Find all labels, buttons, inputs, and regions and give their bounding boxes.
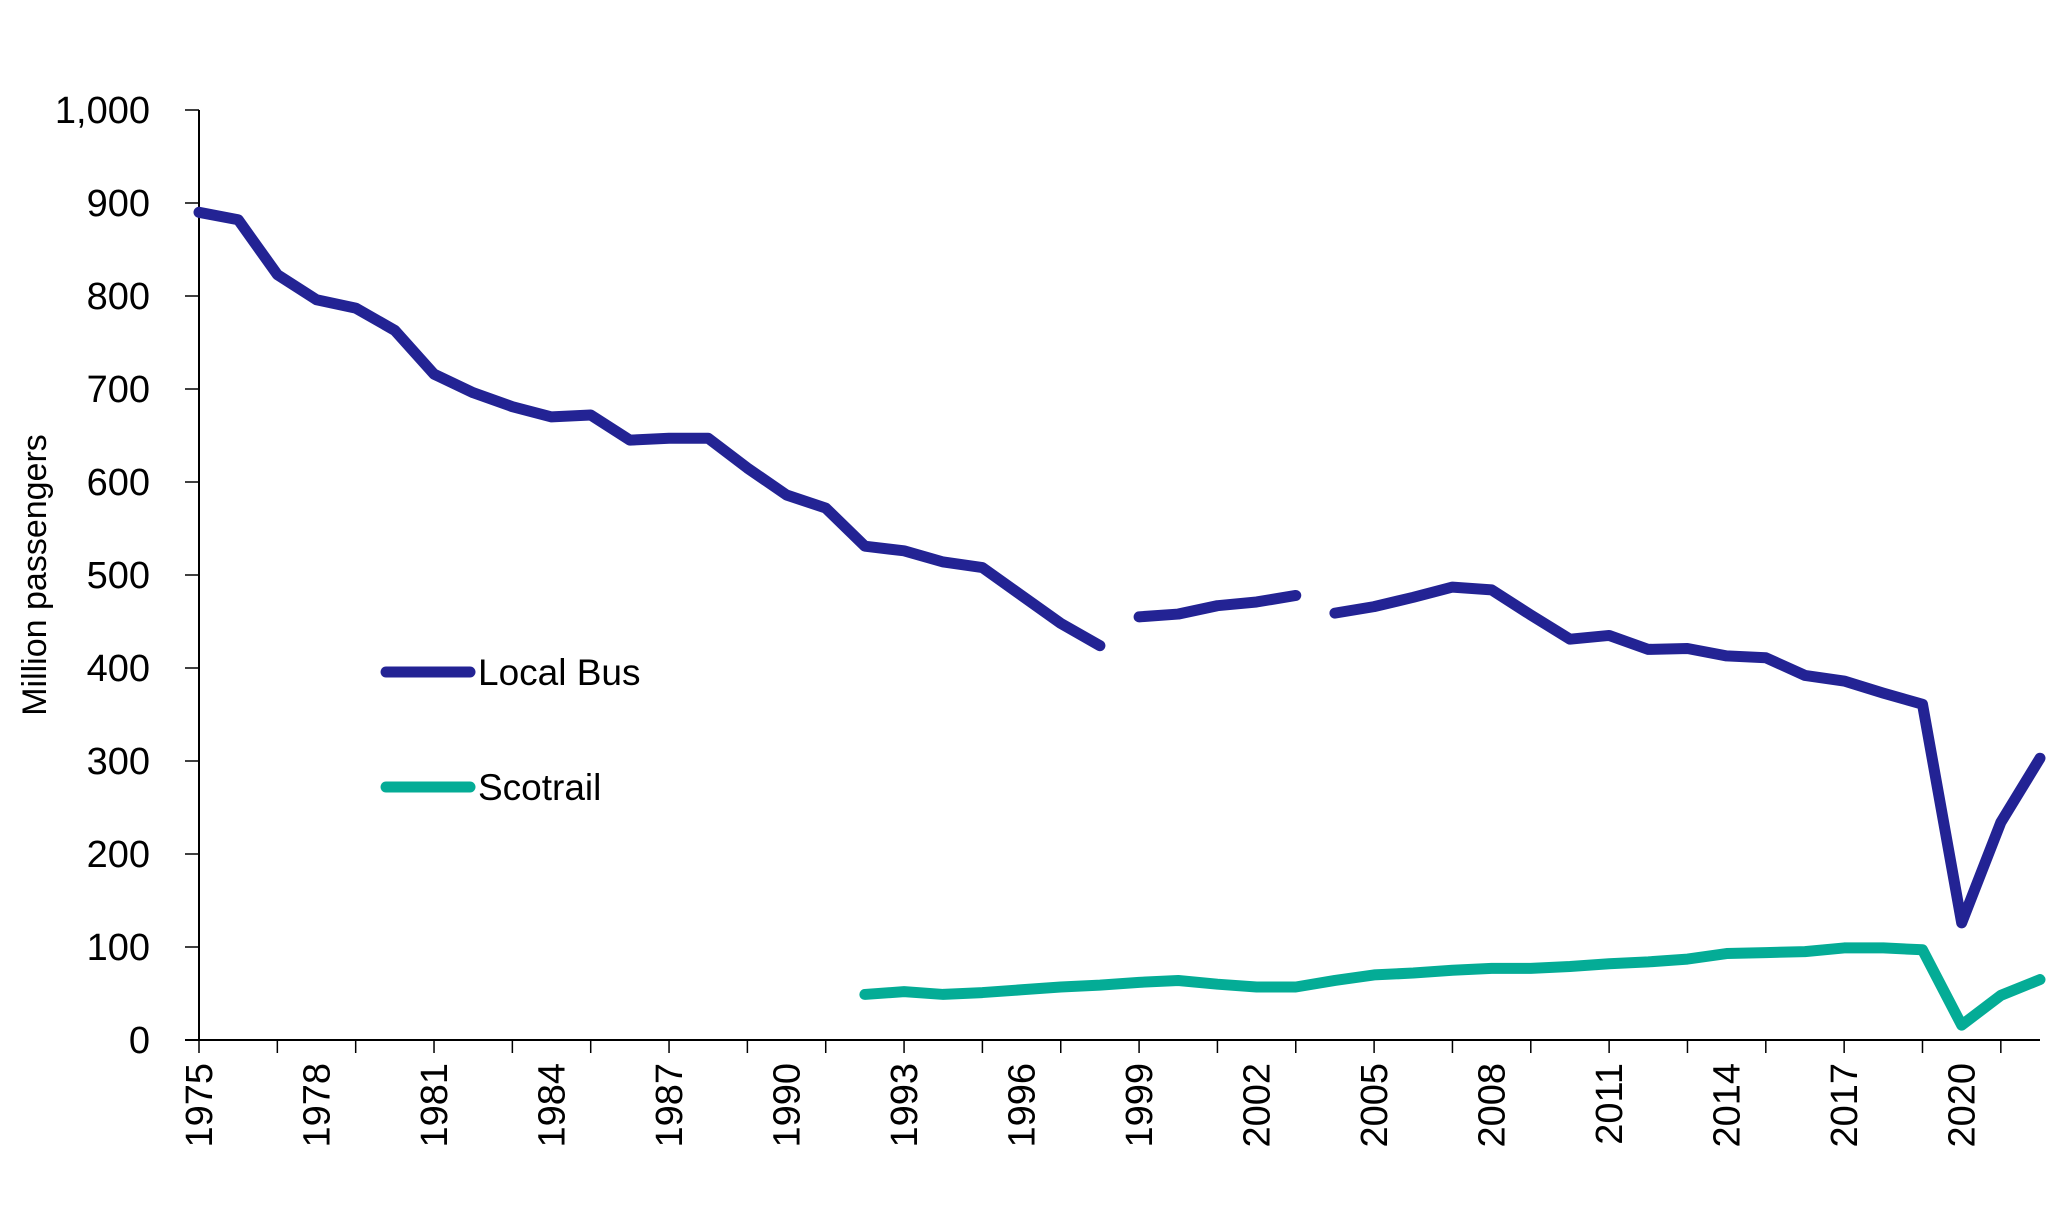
series-line-local-bus xyxy=(1329,581,2046,929)
y-tick-label: 0 xyxy=(129,1020,150,1062)
x-tick-label: 2020 xyxy=(1942,1063,1984,1148)
legend-label-local-bus: Local Bus xyxy=(478,652,641,693)
x-tick-label: 2011 xyxy=(1589,1063,1631,1145)
x-axis: 1975 1978 1981 1984 1987 1990 1993 1996 1999 2002… xyxy=(179,1039,2040,1148)
x-tick-label: 2008 xyxy=(1472,1063,1514,1148)
series-local-bus xyxy=(193,206,2046,929)
x-tick-label: 2005 xyxy=(1354,1063,1396,1148)
y-tick-label: 600 xyxy=(87,462,150,504)
x-tick-label: 1990 xyxy=(767,1063,809,1148)
y-axis-title: Million passengers xyxy=(16,434,54,716)
x-tick-label: 1981 xyxy=(414,1063,456,1148)
y-tick-label: 900 xyxy=(87,183,150,225)
x-tick-label: 1993 xyxy=(884,1063,926,1148)
y-tick-label: 300 xyxy=(87,741,150,783)
x-tick-label: 1978 xyxy=(297,1063,339,1148)
x-tick-label: 2017 xyxy=(1824,1063,1866,1148)
legend-label-scotrail: Scotrail xyxy=(478,767,601,808)
x-tick-label: 1975 xyxy=(179,1063,221,1148)
y-tick-label: 100 xyxy=(87,927,150,969)
series-line-local-bus xyxy=(1133,589,1302,623)
series-scotrail xyxy=(859,942,2046,1031)
y-tick-label: 1,000 xyxy=(55,90,150,132)
x-tick-label: 1999 xyxy=(1119,1063,1161,1148)
y-tick-label: 200 xyxy=(87,834,150,876)
legend-item-scotrail: Scotrail xyxy=(380,767,601,808)
series-line-local-bus xyxy=(193,206,1106,652)
series-line-scotrail xyxy=(859,942,2046,1031)
x-tick-label: 1996 xyxy=(1002,1063,1044,1148)
x-tick-label: 2014 xyxy=(1707,1063,1749,1148)
y-tick-label: 700 xyxy=(87,369,150,411)
legend: Local Bus Scotrail xyxy=(380,652,641,808)
y-axis: 0 100 200 300 400 500 600 700 800 900 1,000 xyxy=(55,90,200,1062)
y-tick-label: 500 xyxy=(87,555,150,597)
x-tick-label: 2002 xyxy=(1237,1063,1279,1148)
y-tick-label: 800 xyxy=(87,276,150,318)
series-layer xyxy=(193,206,2046,1031)
x-tick-label: 1984 xyxy=(532,1063,574,1148)
y-tick-label: 400 xyxy=(87,648,150,690)
legend-item-local-bus: Local Bus xyxy=(380,652,641,693)
x-tick-label: 1987 xyxy=(649,1063,691,1148)
